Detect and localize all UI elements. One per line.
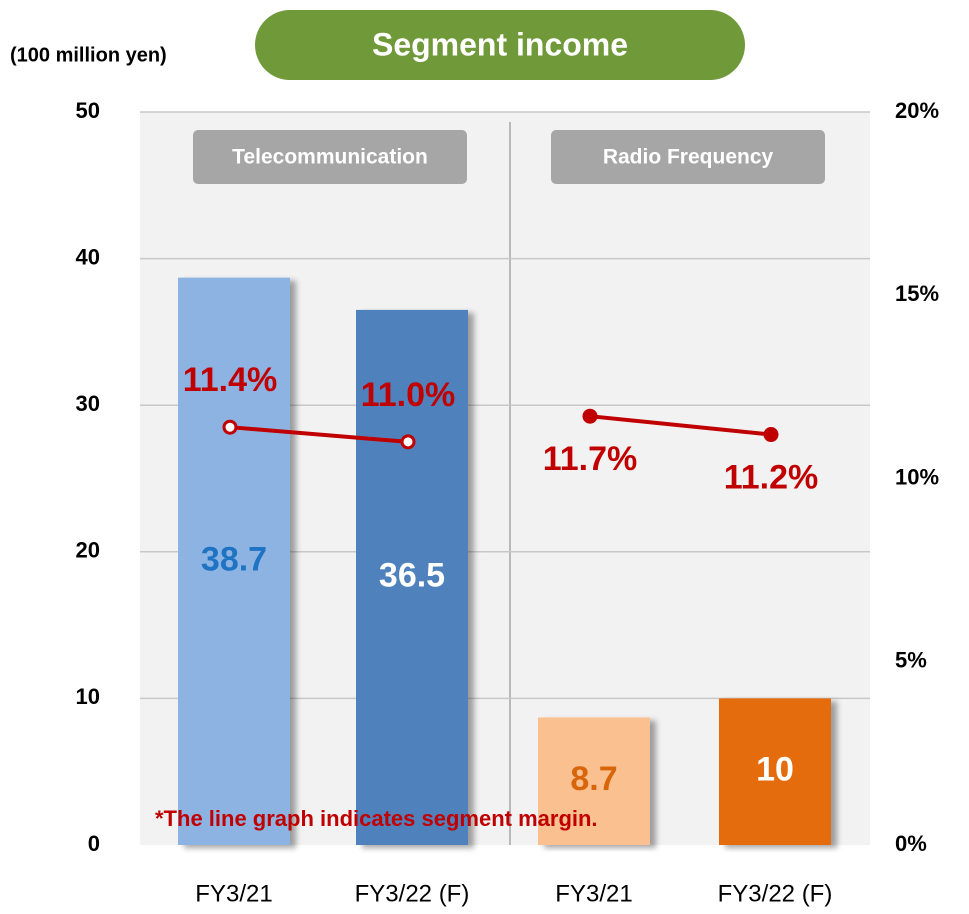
- y-tick-label: 10: [76, 684, 100, 709]
- margin-label: 11.0%: [361, 376, 456, 414]
- margin-line: [589, 414, 772, 437]
- panel-label-box: [193, 130, 467, 184]
- bar: [178, 277, 290, 846]
- y2-tick-label: 20%: [895, 98, 939, 123]
- margin-label: 11.4%: [183, 361, 278, 399]
- bar-value-label: 10: [756, 751, 794, 789]
- margin-point: [400, 434, 416, 450]
- margin-point: [582, 408, 598, 424]
- bar: [538, 717, 650, 845]
- chart-title: Segment income: [372, 26, 628, 62]
- y-tick-label: 0: [88, 831, 100, 856]
- panel-label: Telecommunication: [232, 146, 428, 169]
- margin-point: [222, 419, 238, 435]
- margin-line: [229, 425, 409, 444]
- y-tick-label: 30: [76, 391, 100, 416]
- margin-point: [763, 427, 779, 443]
- margin-label: 11.7%: [543, 440, 638, 478]
- bar-value-label: 36.5: [379, 556, 445, 594]
- y2-tick-label: 0%: [895, 831, 927, 856]
- bar: [356, 309, 468, 845]
- y2-tick-label: 15%: [895, 281, 939, 306]
- margin-label: 11.2%: [724, 459, 819, 497]
- y-axis-label: (100 million yen): [10, 44, 167, 66]
- panel-label-box: [551, 130, 825, 184]
- y2-tick-label: 10%: [895, 464, 939, 489]
- y-tick-label: 20: [76, 538, 100, 563]
- x-tick-label: FY3/22 (F): [718, 880, 833, 907]
- panel-label: Radio Frequency: [603, 146, 774, 169]
- x-tick-label: FY3/21: [195, 880, 272, 907]
- y-tick-label: 50: [76, 98, 100, 123]
- note: *The line graph indicates segment margin…: [155, 806, 598, 831]
- bar-value-label: 38.7: [201, 540, 267, 578]
- bar-value-label: 8.7: [570, 760, 617, 798]
- y-tick-label: 40: [76, 244, 100, 269]
- y2-tick-label: 5%: [895, 648, 927, 673]
- x-tick-label: FY3/21: [555, 880, 632, 907]
- bar: [719, 698, 831, 845]
- title-pill: [255, 10, 745, 80]
- x-tick-label: FY3/22 (F): [355, 880, 470, 907]
